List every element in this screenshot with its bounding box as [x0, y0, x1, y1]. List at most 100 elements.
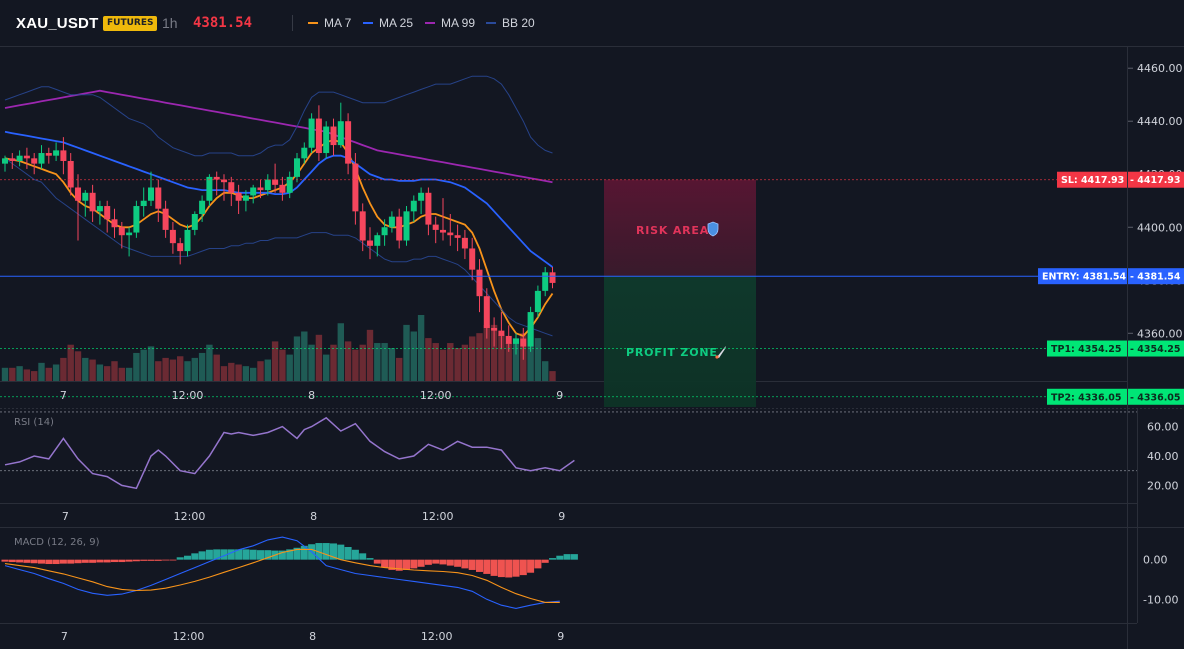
- tp1-tag: [1047, 340, 1127, 357]
- candle-body: [148, 187, 154, 201]
- macd-histogram-bar: [111, 559, 118, 563]
- candle-body: [9, 158, 16, 161]
- macd-histogram-bar: [1, 559, 9, 562]
- tp1-axis-tag: [1128, 340, 1184, 357]
- candle-body: [403, 211, 410, 241]
- candle-body: [60, 150, 67, 161]
- rocket-icon: [717, 346, 726, 358]
- tp2-axis-tag: [1128, 388, 1184, 405]
- macd-histogram-bar: [45, 559, 53, 565]
- macd-histogram-bar: [8, 559, 16, 563]
- candle-body: [527, 312, 534, 347]
- bb-20-lower-line: [4, 157, 553, 337]
- macd-histogram-bar: [235, 549, 243, 560]
- volume-bar: [177, 356, 184, 381]
- macd-histogram-bar: [264, 550, 272, 560]
- macd-histogram-bar: [395, 559, 403, 571]
- candle-body: [410, 200, 417, 212]
- candle-body: [549, 272, 556, 283]
- candle-body: [257, 187, 264, 191]
- tp2-tag-label: TP2: 4336.05: [1051, 392, 1121, 403]
- header-divider: [292, 15, 293, 31]
- macd-histogram-bar: [337, 544, 345, 560]
- candle-body: [301, 147, 308, 159]
- macd-histogram-bar: [300, 545, 308, 560]
- sl-tag: [1057, 171, 1127, 188]
- time-axis-label: 9: [558, 510, 565, 523]
- candle-body: [345, 121, 352, 164]
- macd-histogram-bar: [169, 559, 177, 561]
- candle-body: [89, 192, 96, 212]
- volume-bar: [198, 352, 206, 381]
- volume-bar: [31, 371, 38, 381]
- volume-bar: [264, 359, 271, 381]
- candle-body: [513, 338, 519, 344]
- legend-bb20[interactable]: BB 20: [486, 16, 535, 30]
- candle-body: [367, 240, 373, 246]
- volume-bar: [242, 366, 250, 381]
- volume-bar: [534, 338, 542, 381]
- candle-body: [126, 232, 133, 236]
- volume-bar: [549, 371, 556, 381]
- volume-bar: [337, 323, 344, 381]
- macd-histogram-bar: [38, 559, 45, 564]
- timeframe-label[interactable]: 1h: [162, 15, 178, 31]
- candle-body: [206, 176, 213, 201]
- macd-histogram-bar: [373, 559, 381, 564]
- volume-bar: [111, 361, 118, 381]
- candle-body: [454, 235, 461, 238]
- candle-body: [279, 184, 286, 193]
- macd-histogram-bar: [176, 557, 184, 560]
- time-axis-label: 7: [61, 630, 68, 643]
- legend-bb20-label: BB 20: [502, 16, 535, 30]
- legend-ma25[interactable]: MA 25: [363, 16, 413, 30]
- bb-20-upper-line: [4, 75, 553, 157]
- volume-bar: [206, 344, 213, 381]
- volume-bar: [74, 351, 82, 381]
- candle-body: [447, 232, 454, 236]
- candle-body: [250, 187, 257, 196]
- rsi-pane[interactable]: RSI (14) 20.00 40.00 60.00 7 12:00 8 12:00 9: [0, 411, 1179, 523]
- candle-body: [111, 219, 118, 228]
- legend-ma99[interactable]: MA 99: [425, 16, 475, 30]
- time-axis-label: 12:00: [172, 389, 204, 402]
- macd-histogram-bar: [322, 543, 330, 560]
- macd-histogram-bar: [351, 549, 359, 560]
- candle-body: [425, 192, 432, 225]
- symbol-label[interactable]: XAU_USDT: [16, 15, 99, 32]
- macd-histogram-bar: [162, 559, 170, 561]
- tp1-tag-label: TP1: 4354.25: [1051, 344, 1121, 355]
- candle-body: [440, 229, 446, 233]
- candle-body: [483, 296, 490, 328]
- macd-histogram-bar: [147, 559, 155, 561]
- candle-body: [534, 290, 541, 313]
- ma25-swatch: [363, 22, 373, 24]
- risk-area-zone: [604, 179, 756, 277]
- price-axis-label: 4360.00: [1137, 327, 1183, 340]
- candle-body: [16, 155, 23, 161]
- volume-bar: [301, 331, 308, 381]
- time-axis-label: 12:00: [420, 389, 452, 402]
- profit-zone: [604, 276, 756, 407]
- price-pane[interactable]: 4360.004380.004400.004420.004440.004460.…: [0, 62, 1184, 407]
- candle-body: [396, 216, 403, 241]
- time-axis-label: 9: [557, 630, 564, 643]
- macd-histogram-bar: [293, 547, 301, 560]
- macd-histogram-bar: [315, 543, 323, 560]
- candle-body: [140, 200, 147, 207]
- volume-bar: [118, 367, 125, 381]
- last-price: 4381.54: [193, 15, 253, 31]
- volume-bar: [279, 349, 286, 381]
- candle-body: [374, 235, 381, 246]
- macd-pane[interactable]: MACD (12, 26, 9) -10.00 0.00 7 12:00 8 12:00 9: [1, 536, 1179, 643]
- macd-histogram-bar: [125, 559, 133, 562]
- macd-histogram-bar: [527, 559, 535, 573]
- volume-bar: [344, 341, 352, 381]
- legend-ma7[interactable]: MA 7: [308, 16, 351, 30]
- candle-body: [169, 229, 176, 244]
- macd-histogram-bar: [30, 559, 38, 564]
- volume-bar: [191, 357, 198, 381]
- macd-histogram-bar: [388, 559, 396, 570]
- volume-bar: [147, 346, 155, 381]
